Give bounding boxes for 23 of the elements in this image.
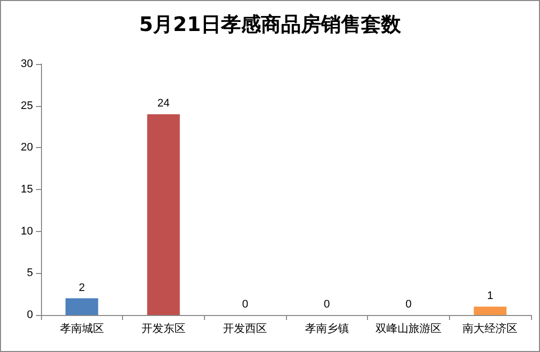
data-label: 0: [242, 298, 248, 310]
data-label: 2: [78, 282, 85, 294]
y-tick-label: 15: [20, 184, 33, 196]
bar: [66, 298, 98, 315]
y-tick-label: 30: [20, 58, 33, 70]
data-label: 24: [157, 98, 170, 110]
data-label: 0: [324, 298, 330, 310]
x-tick-label: 南大经济区: [462, 322, 518, 335]
data-label: 1: [487, 290, 494, 302]
y-tick-label: 20: [20, 142, 33, 154]
y-tick-label: 0: [26, 309, 33, 321]
bar: [147, 114, 180, 315]
y-tick-label: 25: [20, 100, 33, 112]
x-tick-label: 孝南乡镇: [304, 322, 349, 335]
x-tick-label: 孝南城区: [60, 322, 104, 335]
bar: [474, 306, 506, 315]
x-tick-label: 双峰山旅游区: [376, 322, 442, 335]
y-tick-label: 10: [20, 225, 33, 238]
chart-title: 5月21日孝感商品房销售套数: [139, 12, 402, 36]
x-tick-label: 开发东区: [142, 322, 186, 335]
data-label: 0: [405, 298, 412, 310]
y-tick-label: 5: [26, 267, 33, 280]
x-tick-label: 开发西区: [223, 322, 268, 335]
